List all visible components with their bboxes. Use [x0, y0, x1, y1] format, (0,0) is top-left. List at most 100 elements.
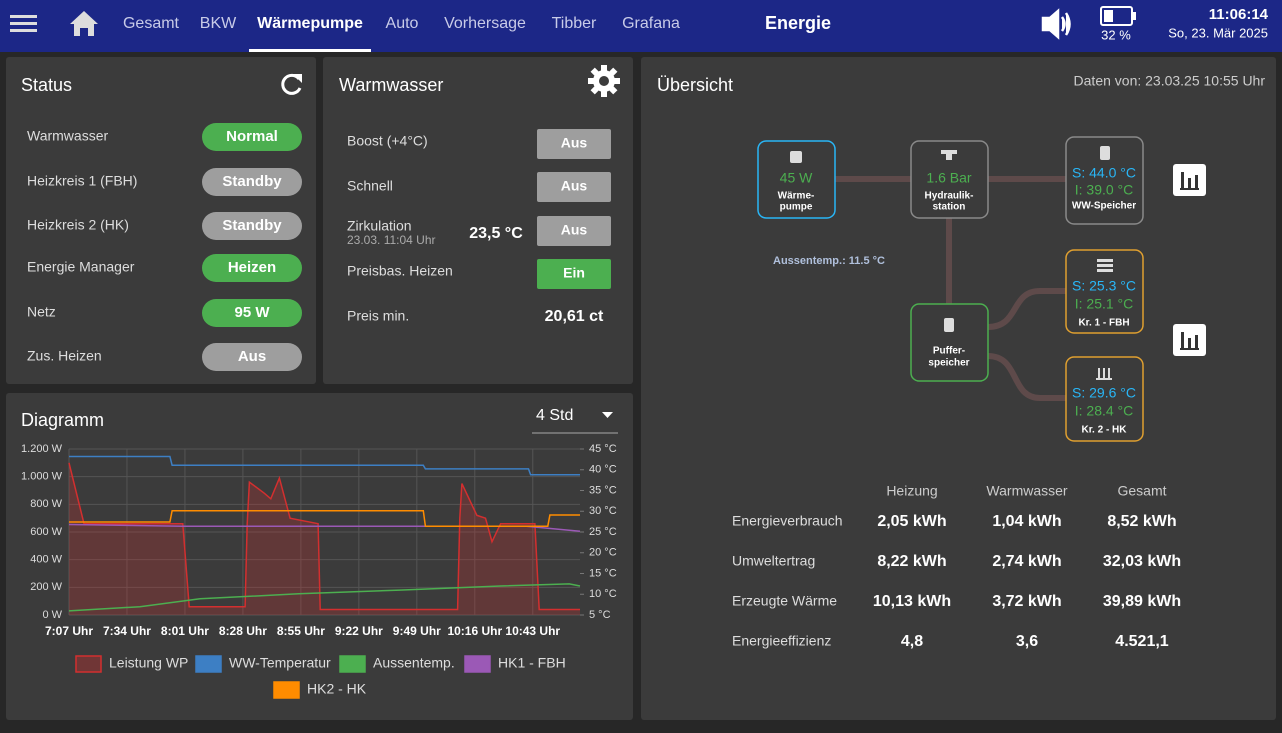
node-value: S: 44.0 °C — [1072, 165, 1136, 181]
home-icon[interactable] — [70, 11, 98, 36]
toggle-button-label: Aus — [561, 135, 588, 151]
table-cell: 2,74 kWh — [992, 553, 1061, 570]
x-tick-label: 10:43 Uhr — [505, 624, 560, 638]
node-label: Kr. 1 - FBH — [1078, 318, 1129, 329]
node-value: S: 25.3 °C — [1072, 278, 1136, 294]
panel-title: Diagramm — [21, 410, 104, 430]
legend-label[interactable]: Leistung WP — [109, 655, 188, 671]
series-line — [69, 510, 580, 527]
panel-title: Status — [21, 75, 72, 95]
dropdown-arrow[interactable] — [602, 412, 613, 418]
toggle-button-label: Ein — [563, 265, 585, 281]
table-header: Warmwasser — [986, 483, 1067, 499]
refresh-icon[interactable] — [281, 73, 302, 95]
x-tick-label: 8:01 Uhr — [161, 624, 209, 638]
nav-item[interactable]: Vorhersage — [444, 15, 526, 32]
setting-value: 23,5 °C — [469, 225, 523, 242]
toggle-button[interactable] — [537, 129, 611, 159]
node-value: I: 25.1 °C — [1075, 296, 1134, 312]
toggle-button[interactable] — [537, 172, 611, 202]
nav-item[interactable]: BKW — [200, 15, 237, 32]
toggle-button[interactable] — [537, 216, 611, 246]
x-tick-label: 8:28 Uhr — [219, 624, 267, 638]
table-cell: 4,8 — [901, 633, 923, 650]
nav-item[interactable]: Grafana — [622, 15, 680, 32]
series-line — [68, 462, 580, 611]
table-row-label: Energieeffizienz — [732, 633, 831, 649]
node-label: station — [933, 202, 966, 213]
table-row-label: Energieverbrauch — [732, 513, 843, 529]
nav-item[interactable]: Tibber — [552, 15, 597, 32]
status-label: Zus. Heizen — [27, 348, 102, 364]
legend-label[interactable]: HK2 - HK — [307, 681, 367, 697]
battery-level: 32 % — [1101, 27, 1131, 42]
range-dropdown[interactable]: 4 Std — [536, 407, 573, 424]
table-cell: 8,22 kWh — [877, 553, 946, 570]
node-value: 45 W — [780, 170, 813, 186]
y-tick-label: 400 W — [30, 554, 62, 566]
status-pill — [202, 168, 302, 196]
status-pill — [202, 299, 302, 327]
x-tick-label: 10:16 Uhr — [447, 624, 502, 638]
x-tick-label: 9:49 Uhr — [393, 624, 441, 638]
data-timestamp: Daten von: 23.03.25 10:55 Uhr — [1074, 73, 1266, 89]
setting-label: Preis min. — [347, 308, 409, 324]
active-tab-indicator — [249, 49, 371, 52]
panel-title: Warmwasser — [339, 75, 443, 95]
battery-icon — [1100, 6, 1136, 26]
series-line — [69, 455, 580, 476]
node-value: 1.6 Bar — [926, 170, 971, 186]
menu-icon[interactable] — [10, 15, 37, 32]
legend-swatch[interactable] — [273, 681, 300, 699]
status-label: Heizkreis 2 (HK) — [27, 217, 129, 233]
legend-swatch[interactable] — [464, 655, 491, 673]
table-cell: 4.521,1 — [1115, 633, 1168, 650]
status-label: Heizkreis 1 (FBH) — [27, 173, 137, 189]
y2-tick-label: 5 °C — [589, 609, 611, 621]
speaker-icon[interactable] — [1041, 8, 1071, 40]
table-cell: 39,89 kWh — [1103, 593, 1181, 610]
y-tick-label: 1.000 W — [21, 471, 63, 483]
pipes — [835, 176, 1066, 401]
nav-item[interactable]: Auto — [386, 15, 419, 32]
panel-title: Übersicht — [657, 75, 733, 95]
chart-buttons[interactable] — [1173, 164, 1206, 356]
legend-label[interactable]: Aussentemp. — [373, 655, 455, 671]
y-tick-label: 1.200 W — [21, 443, 63, 455]
table-cell: 2,05 kWh — [877, 513, 946, 530]
y-tick-label: 600 W — [30, 526, 62, 538]
table-row-label: Umweltertrag — [732, 553, 815, 569]
node-label: Puffer- — [933, 346, 965, 357]
status-value: Standby — [222, 217, 282, 234]
nav-item[interactable]: Gesamt — [123, 15, 180, 32]
setting-label: Boost (+4°C) — [347, 133, 428, 149]
y-tick-label: 0 W — [42, 609, 62, 621]
node-label: speicher — [928, 358, 969, 369]
legend-label[interactable]: HK1 - FBH — [498, 655, 566, 671]
setting-label: Preisbas. Heizen — [347, 263, 453, 279]
setting-label: Schnell — [347, 178, 393, 194]
nav-item[interactable]: Wärmepumpe — [257, 15, 363, 32]
series-line — [68, 523, 581, 532]
legend-label[interactable]: WW-Temperatur — [229, 655, 331, 671]
settings-icon[interactable] — [588, 65, 620, 97]
series-line — [68, 583, 581, 612]
toggle-button[interactable] — [537, 259, 611, 289]
status-label: Energie Manager — [27, 259, 135, 275]
legend-swatch[interactable] — [195, 655, 222, 673]
legend-swatch[interactable] — [75, 655, 102, 673]
setting-value: 20,61 ct — [545, 308, 604, 325]
status-value: Aus — [238, 348, 266, 365]
node-value: S: 29.6 °C — [1072, 385, 1136, 401]
status-value: Normal — [226, 128, 278, 145]
node-label: WW-Speicher — [1072, 201, 1136, 212]
node-label: Wärme- — [778, 191, 815, 202]
setting-sublabel: 23.03. 11:04 Uhr — [347, 233, 436, 247]
table-cell: 1,04 kWh — [992, 513, 1061, 530]
legend-swatch[interactable] — [339, 655, 366, 673]
x-tick-label: 7:07 Uhr — [45, 624, 93, 638]
y2-tick-label: 40 °C — [589, 464, 617, 476]
toggle-button-label: Aus — [561, 178, 588, 194]
